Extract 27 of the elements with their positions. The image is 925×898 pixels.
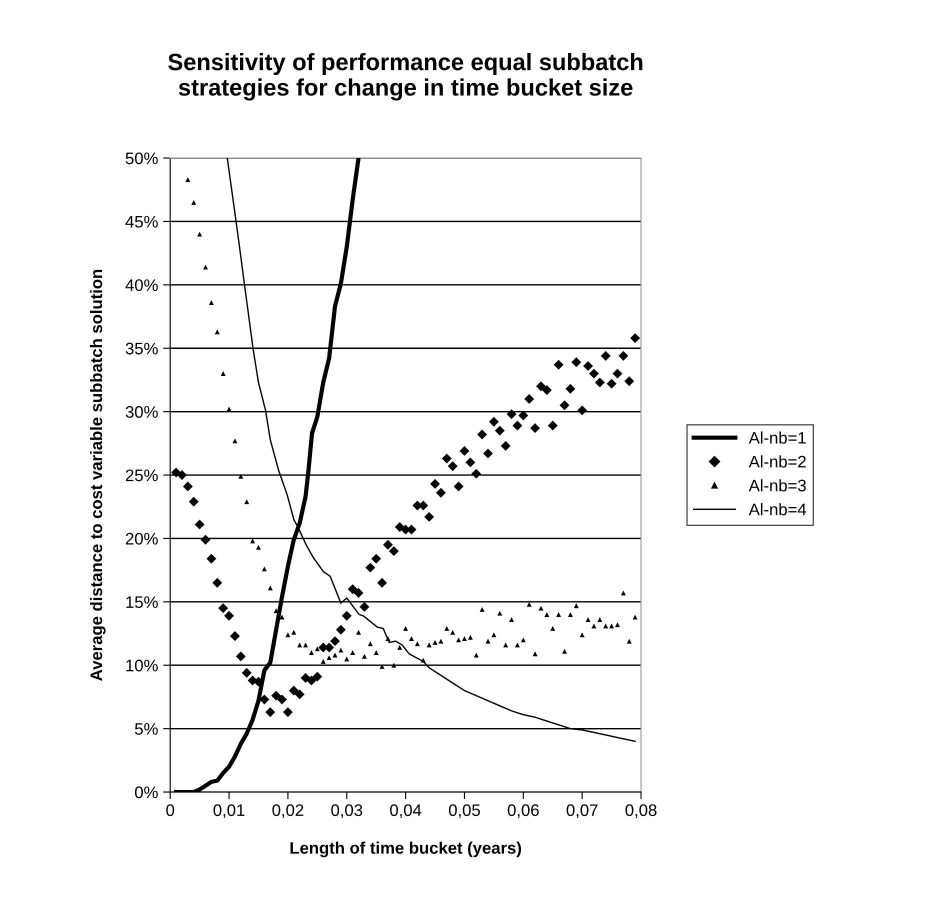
x-tick-label: 0,07 bbox=[566, 804, 598, 818]
y-tick-label: 40% bbox=[125, 279, 158, 292]
legend-label: Al-nb=2 bbox=[748, 455, 806, 468]
x-tick-label: 0,06 bbox=[508, 804, 539, 818]
x-tick-label: 0,04 bbox=[390, 804, 422, 818]
x-tick-label: 0,02 bbox=[272, 804, 304, 818]
y-tick-label: 25% bbox=[126, 469, 158, 482]
x-tick-label: 0,01 bbox=[213, 804, 244, 818]
y-tick-label: 30% bbox=[126, 406, 158, 418]
y-tick-label: 15% bbox=[126, 596, 158, 608]
x-axis-title: Length of time bucket (years) bbox=[290, 842, 522, 858]
x-tick-label: 0,03 bbox=[331, 804, 362, 818]
legend-label: Al-nb=3 bbox=[748, 479, 806, 492]
y-tick-label: 5% bbox=[134, 723, 158, 735]
x-tick-label: 0 bbox=[166, 804, 174, 816]
x-tick-label: 0,08 bbox=[625, 804, 657, 818]
y-tick-label: 0% bbox=[134, 786, 158, 798]
y-tick-label: 20% bbox=[126, 532, 158, 545]
legend-label: Al-nb=4 bbox=[748, 503, 806, 516]
x-tick-label: 0,05 bbox=[448, 804, 480, 818]
y-tick-label: 45% bbox=[125, 216, 158, 228]
chart-title: Sensitivity of performance equal subbatch strategies for change in time bucket size bbox=[168, 53, 642, 101]
y-tick-label: 50% bbox=[126, 152, 158, 164]
y-tick-label: 10% bbox=[126, 660, 158, 672]
y-axis-title: Average distance to cost variable subbatch solution bbox=[90, 270, 106, 681]
legend-label: Al-nb=1 bbox=[748, 431, 806, 444]
y-tick-label: 35% bbox=[126, 342, 158, 354]
